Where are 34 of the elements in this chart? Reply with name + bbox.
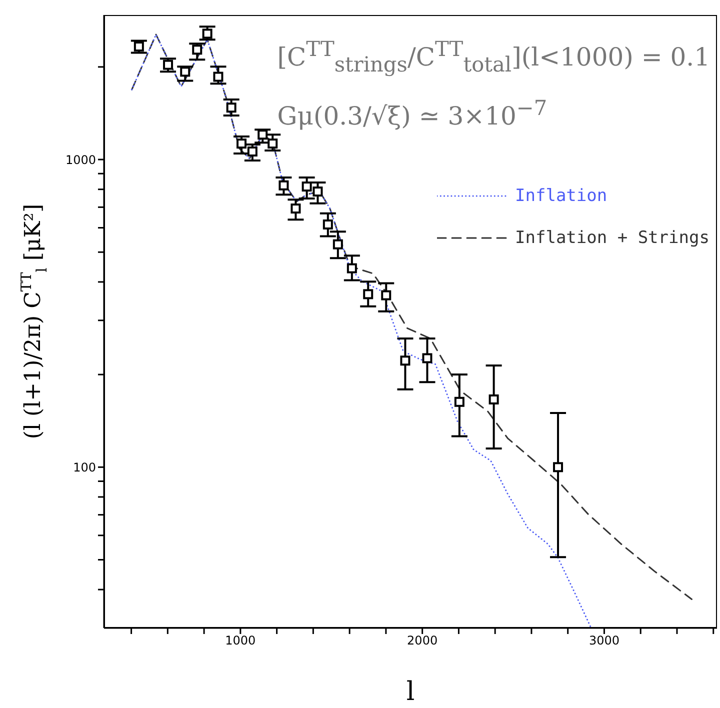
point — [180, 66, 190, 77]
point — [258, 130, 268, 140]
point — [278, 180, 289, 190]
point — [192, 44, 202, 55]
point — [202, 28, 212, 39]
point — [226, 102, 236, 113]
point — [213, 72, 224, 82]
legend-label: Inflation + Strings — [515, 228, 710, 248]
point — [346, 263, 357, 274]
point — [290, 204, 301, 214]
point — [422, 353, 432, 364]
point — [454, 396, 464, 407]
point — [381, 290, 392, 300]
legend-label: Inflation — [515, 186, 608, 206]
point — [322, 219, 333, 230]
annotation: [C$^{TT}$$_{strings}$/C$^{TT}$$_{total}$](l<1000) = 0.1 — [277, 36, 710, 78]
point — [488, 394, 499, 404]
y-tick-label: 100 — [73, 460, 96, 474]
point — [163, 60, 174, 70]
point — [236, 138, 247, 149]
point — [332, 239, 343, 250]
annotation: Gμ(0.3/√ξ) ≃ 3×10$^{−7}$ — [277, 95, 548, 133]
point — [312, 186, 323, 197]
point — [134, 42, 144, 52]
x-tick-label: 3000 — [588, 634, 620, 648]
point — [363, 289, 374, 300]
point — [247, 146, 258, 156]
point — [268, 138, 278, 149]
x-axis-title: l — [406, 677, 415, 707]
x-tick-label: 1000 — [225, 634, 256, 648]
point — [302, 182, 312, 192]
point — [553, 462, 564, 472]
x-tick-label: 2000 — [407, 634, 438, 648]
point — [400, 356, 410, 366]
